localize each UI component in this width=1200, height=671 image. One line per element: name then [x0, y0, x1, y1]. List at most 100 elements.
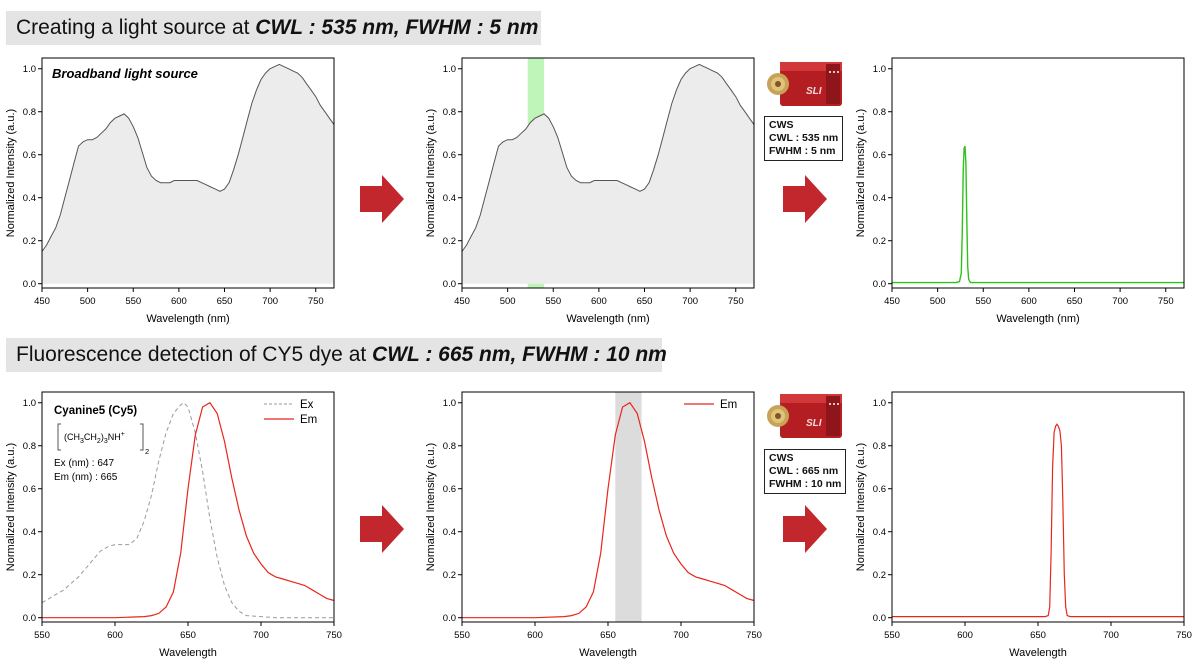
section-title-emphasis: CWL : 535 nm, FWHM : 5 nm	[255, 16, 539, 39]
formula-outer-subscript: 2	[145, 447, 149, 456]
x-tick-label: 450	[454, 296, 470, 307]
x-tick-label: 750	[746, 630, 762, 641]
x-tick-label: 600	[171, 296, 187, 307]
x-tick-label: 450	[34, 296, 50, 307]
arrow-right-icon	[783, 505, 827, 553]
formula-part: 3	[80, 438, 84, 445]
x-tick-label: 700	[1112, 296, 1128, 307]
chart-cy5-emission-band: 550 600 650 700 750 0.0 0.2 0.4 0.6 0.8 1.0 Wavelen…	[425, 391, 762, 659]
y-tick-label: 1.0	[23, 398, 36, 409]
y-tick-label: 0.4	[873, 193, 886, 204]
y-tick-label: 0.6	[873, 484, 886, 495]
filter-band	[615, 392, 642, 622]
device-logo: SLI	[806, 86, 822, 97]
spectrum-area	[42, 64, 334, 284]
x-tick-label: 600	[591, 296, 607, 307]
y-tick-label: 0.6	[23, 484, 36, 495]
y-axis-label: Normalized Intensity (a.u.)	[425, 443, 437, 571]
cws-spec-box: CWS CWL : 535 nm FWHM : 5 nm	[764, 116, 844, 161]
em-spectrum-line	[462, 401, 755, 619]
x-axis-label: Wavelength	[579, 647, 637, 659]
y-tick-label: 0.4	[23, 193, 36, 204]
x-tick-label: 450	[884, 296, 900, 307]
dye-formula: (CH3CH2)3NH+	[64, 431, 125, 445]
y-tick-label: 0.2	[443, 570, 456, 581]
y-tick-label: 0.0	[23, 613, 36, 624]
y-tick-label: 0.2	[873, 236, 886, 247]
x-axis-label: Wavelength (nm)	[566, 313, 649, 325]
x-axis-label: Wavelength (nm)	[996, 313, 1079, 325]
em-spectrum-line	[892, 423, 1184, 618]
plot-frame	[41, 391, 335, 623]
x-tick-label: 650	[637, 296, 653, 307]
spectrum-line	[461, 63, 755, 252]
x-tick-label: 700	[673, 630, 689, 641]
x-tick-label: 650	[180, 630, 196, 641]
formula-part: 3	[104, 438, 108, 445]
x-tick-label: 750	[1158, 296, 1174, 307]
dye-name: Cyanine5 (Cy5)	[54, 405, 137, 417]
y-tick-label: 0.8	[23, 107, 36, 118]
formula-part: +	[121, 431, 125, 438]
chart-broadband-source: 450 500 550 600 650 700 750 0.0 0.2 0.4 0.6 0.8 1.0 W…	[5, 57, 335, 325]
cws-spec-box: CWS CWL : 665 nm FWHM : 10 nm	[764, 449, 847, 494]
x-tick-label: 750	[308, 296, 324, 307]
y-tick-label: 1.0	[443, 398, 456, 409]
formula-bracket	[140, 423, 144, 451]
y-axis-label: Normalized Intensity (a.u.)	[425, 109, 437, 237]
y-axis-label: Normalized Intensity (a.u.)	[5, 443, 17, 571]
y-tick-label: 0.4	[443, 527, 456, 538]
legend-label: Ex	[300, 399, 314, 411]
x-tick-label: 750	[326, 630, 342, 641]
y-tick-label: 0.0	[873, 613, 886, 624]
x-tick-label: 750	[728, 296, 744, 307]
y-tick-label: 1.0	[23, 64, 36, 75]
chart-filtered-band: 450 500 550 600 650 700 750 0.0 0.2 0.4 0.6 0.8 1.0 W…	[425, 57, 755, 325]
legend-label: Em	[720, 399, 737, 411]
chart-cy5-spectra: 550 600 650 700 750 0.0 0.2 0.4 0.6 0.8 1.0 Wavelen…	[5, 391, 342, 659]
spectrum-area	[462, 64, 754, 284]
dye-em: Em (nm) : 665	[54, 472, 118, 483]
formula-part: NH	[108, 432, 121, 442]
y-tick-label: 1.0	[873, 398, 886, 409]
y-tick-label: 0.4	[443, 193, 456, 204]
legend-label: Em	[300, 414, 317, 426]
x-tick-label: 500	[500, 296, 516, 307]
y-tick-label: 0.8	[443, 441, 456, 452]
arrow-right-icon	[360, 505, 404, 553]
chart-annotation: Broadband light source	[52, 66, 198, 81]
x-tick-label: 600	[1021, 296, 1037, 307]
y-tick-label: 0.2	[23, 570, 36, 581]
y-tick-label: 0.2	[23, 236, 36, 247]
y-tick-label: 0.6	[443, 150, 456, 161]
formula-part: (CH	[64, 432, 80, 442]
y-tick-label: 0.6	[23, 150, 36, 161]
x-axis-label: Wavelength	[1009, 647, 1067, 659]
section-title-fluorescence: Fluorescence detection of CY5 dye at CWL…	[6, 338, 667, 372]
y-axis-label: Normalized Intensity (a.u.)	[855, 443, 867, 571]
cws-fwhm: FWHM : 10 nm	[769, 478, 842, 490]
x-tick-label: 500	[80, 296, 96, 307]
y-tick-label: 0.6	[873, 150, 886, 161]
spectrum-line	[41, 63, 335, 252]
chart-output-red: 550 600 650 700 750 0.0 0.2 0.4 0.6 0.8 1.0 Wavelen…	[855, 391, 1192, 659]
y-tick-label: 0.0	[873, 279, 886, 290]
x-tick-label: 500	[930, 296, 946, 307]
x-tick-label: 550	[125, 296, 141, 307]
y-axis-label: Normalized Intensity (a.u.)	[5, 109, 17, 237]
y-axis-label: Normalized Intensity (a.u.)	[855, 109, 867, 237]
y-tick-label: 0.4	[873, 527, 886, 538]
cws-cwl: CWL : 665 nm	[769, 465, 839, 477]
x-tick-label: 650	[600, 630, 616, 641]
y-tick-label: 1.0	[443, 64, 456, 75]
cws-title: CWS	[769, 452, 794, 464]
section-title-light-source: Creating a light source at CWL : 535 nm,…	[6, 11, 541, 45]
plot-frame	[891, 57, 1185, 289]
x-tick-label: 600	[957, 630, 973, 641]
arrow-right-icon	[360, 175, 404, 223]
section-title-prefix: Fluorescence detection of CY5 dye at	[16, 343, 373, 366]
dye-ex: Ex (nm) : 647	[54, 458, 114, 469]
output-spectrum-line	[892, 145, 1184, 284]
x-tick-label: 700	[262, 296, 278, 307]
x-tick-label: 550	[454, 630, 470, 641]
